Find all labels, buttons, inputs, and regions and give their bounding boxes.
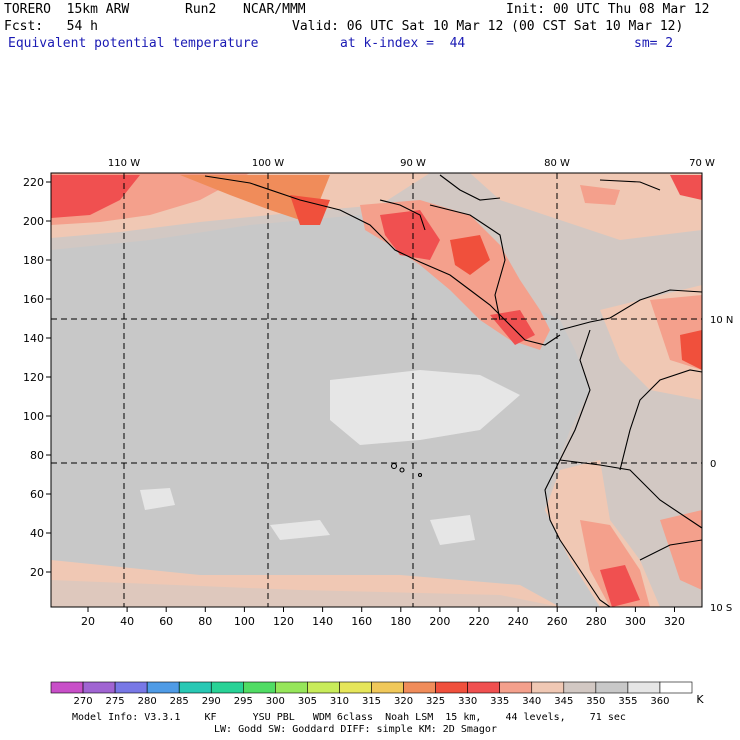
lon-label: 70 W [689, 158, 715, 169]
org-label: NCAR/MMM [243, 2, 306, 17]
y-tick-label: 180 [23, 254, 44, 267]
colorbar-swatch [499, 681, 533, 694]
model-info-line: Model Info: V3.3.1 KF YSU PBL WDM 6class… [72, 712, 626, 723]
colorbar-swatch [403, 681, 436, 694]
theta-e-field [51, 173, 702, 607]
lat-lon-grid [51, 173, 702, 607]
colorbar-label: 300 [266, 696, 285, 707]
colorbar-label: 350 [586, 696, 605, 707]
colorbar-label: 280 [138, 696, 157, 707]
colorbar-label: 285 [170, 696, 189, 707]
x-tick-label: 60 [159, 615, 173, 628]
map-frame [50, 172, 703, 608]
colorbar-swatch [435, 681, 468, 694]
colorbar-swatch [178, 681, 212, 694]
colorbar-label: 325 [426, 696, 445, 707]
y-tick-label: 100 [23, 410, 44, 423]
lon-label: 110 W [108, 158, 140, 169]
colorbar-label: 335 [490, 696, 509, 707]
colorbar-swatch [210, 681, 244, 694]
colorbar-label: 310 [330, 696, 349, 707]
x-tick-labels: 20 40 60 80 100 120 140 160 180 200 220 240 260 280 30… [81, 607, 685, 628]
x-tick-label: 200 [429, 615, 450, 628]
forecast-hour: Fcst: 54 h [4, 19, 98, 34]
x-tick-label: 140 [312, 615, 333, 628]
colorbar-swatch [371, 681, 404, 694]
x-tick-label: 160 [351, 615, 372, 628]
x-tick-label: 260 [547, 615, 568, 628]
colorbar-swatch [146, 681, 180, 694]
y-tick-label: 80 [30, 449, 44, 462]
colorbar-swatch [275, 681, 308, 694]
smoothing-label: sm= 2 [634, 36, 674, 51]
colorbar-label: 275 [106, 696, 125, 707]
colorbar-swatch [339, 681, 372, 694]
lat-label: 10 S [710, 603, 732, 614]
colorbar-label: 330 [458, 696, 477, 707]
y-tick-label: 140 [23, 332, 44, 345]
colorbar-swatch [595, 681, 629, 694]
init-time: Init: 00 UTC Thu 08 Mar 12 [506, 2, 710, 17]
y-tick-label: 200 [23, 215, 44, 228]
colorbar-label: 355 [618, 696, 637, 707]
valid-time: Valid: 06 UTC Sat 10 Mar 12 (00 CST Sat … [292, 19, 684, 34]
colorbar-label: 315 [362, 696, 381, 707]
colorbar-label: 270 [74, 696, 93, 707]
colorbar-swatch [50, 681, 84, 694]
colorbar-unit: K [696, 693, 704, 706]
colorbar-label: 320 [394, 696, 413, 707]
y-tick-label: 120 [23, 371, 44, 384]
colorbar-label: 295 [234, 696, 253, 707]
colorbar-swatch [531, 681, 565, 694]
colorbar-swatch [659, 681, 693, 694]
colorbar-swatch [243, 681, 276, 694]
y-tick-label: 160 [23, 293, 44, 306]
lon-label: 90 W [400, 158, 426, 169]
x-tick-label: 80 [198, 615, 212, 628]
colorbar-swatch [307, 681, 340, 694]
lat-label: 0 [710, 459, 716, 470]
colorbar-label: 305 [298, 696, 317, 707]
colorbar-swatch [467, 681, 500, 694]
colorbar-label: 345 [554, 696, 573, 707]
x-tick-label: 120 [273, 615, 294, 628]
colorbar-swatch [627, 681, 661, 694]
colorbar-swatch [82, 681, 116, 694]
y-tick-label: 20 [30, 566, 44, 579]
x-tick-label: 320 [664, 615, 685, 628]
y-tick-label: 40 [30, 527, 44, 540]
colorbar-label: 290 [202, 696, 221, 707]
field-name: Equivalent potential temperature [8, 36, 259, 51]
x-tick-label: 20 [81, 615, 95, 628]
x-tick-label: 220 [469, 615, 490, 628]
colorbar-label: 340 [522, 696, 541, 707]
run-label: Run2 [185, 2, 217, 17]
x-tick-label: 180 [390, 615, 411, 628]
colorbar-label: 360 [650, 696, 669, 707]
lon-label: 100 W [252, 158, 284, 169]
x-tick-label: 240 [508, 615, 529, 628]
coastlines [204, 174, 703, 608]
x-tick-label: 100 [234, 615, 255, 628]
colorbar-swatch [563, 681, 597, 694]
y-tick-label: 220 [23, 176, 44, 189]
x-tick-label: 40 [120, 615, 134, 628]
x-tick-label: 280 [586, 615, 607, 628]
colorbar-swatch [114, 681, 148, 694]
level-label: at k-index = 44 [340, 36, 466, 51]
y-tick-label: 60 [30, 488, 44, 501]
x-tick-label: 300 [625, 615, 646, 628]
lon-label: 80 W [544, 158, 570, 169]
physics-info-line: LW: Godd SW: Goddard DIFF: simple KM: 2D… [214, 724, 497, 735]
lat-label: 10 N [710, 315, 733, 326]
model-title: TORERO 15km ARW [4, 2, 130, 17]
colorbar: 270 275 280 285 290 295 300 305 310 315 320 325 330 3… [50, 681, 693, 707]
